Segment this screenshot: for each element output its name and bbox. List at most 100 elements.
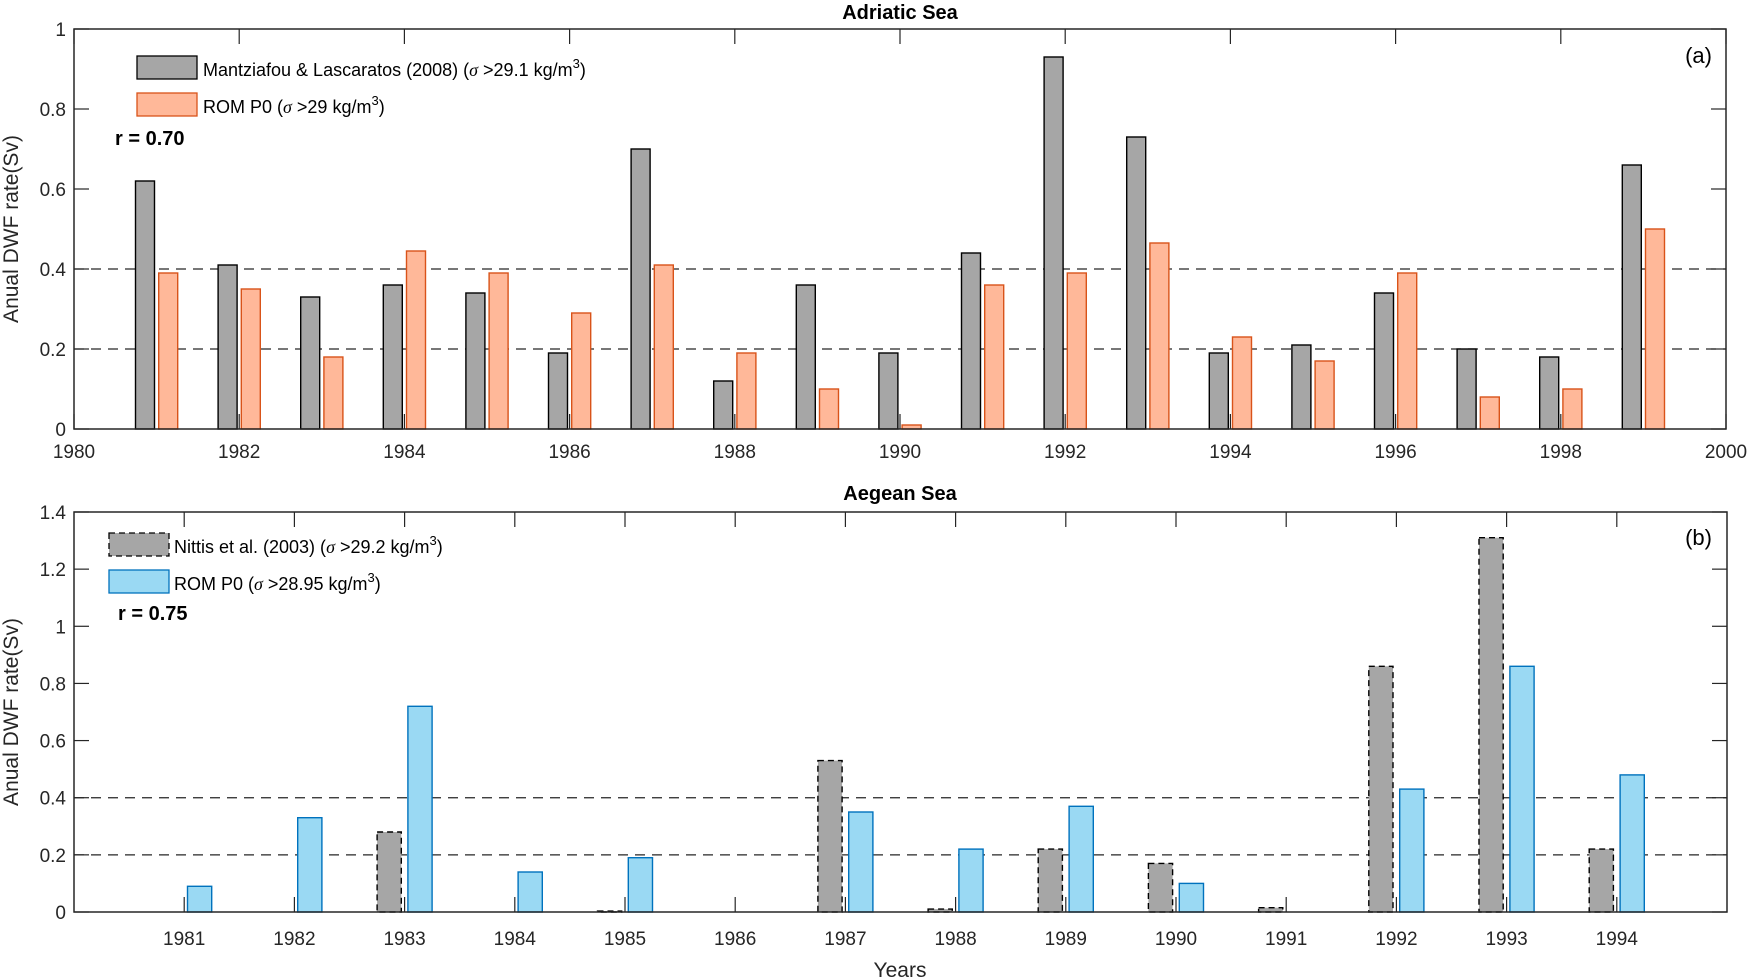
bar-model-1992 [1066,272,1088,430]
legend: Mantziafou & Lascaratos (2008) (σ >29.1 … [136,55,586,117]
bar-observed-1985 [465,292,486,430]
axes-box [73,28,1727,430]
bar-observed-1992 [1043,56,1064,430]
legend-sigma: σ [254,574,264,594]
bar-model-1989 [818,388,840,430]
legend-label-main: Nittis et al. (2003) ( [174,537,326,557]
x-tick-label: 1987 [824,929,866,950]
bar-model-1985 [488,272,509,430]
bar-observed-1995 [1291,344,1312,430]
y-tick-label: 0.6 [40,180,66,201]
x-tick-label: 1990 [879,442,921,463]
x-tick-label: 1996 [1374,442,1416,463]
y-axis-label: Anual DWF rate(Sv) [0,135,23,323]
x-tick-label: 1992 [1044,442,1086,463]
x-tick-label: 1981 [163,929,205,950]
x-tick-label: 1986 [714,929,756,950]
legend-swatch [136,92,198,117]
x-tick-label: 1984 [383,442,426,463]
x-tick-label: 1990 [1155,929,1197,950]
y-tick-label: 0.6 [40,732,66,753]
x-tick-label: 1984 [494,929,537,950]
bar-model-1991 [984,284,1005,430]
legend-superscript: 3 [367,570,374,585]
bar-observed-1999 [1621,164,1643,430]
legend-swatch [108,532,170,557]
bar-observed-1987 [817,759,843,913]
bar-observed-1983 [376,831,403,913]
bar-model-1994 [1231,336,1253,430]
axes [73,511,1728,913]
legend-item: Nittis et al. (2003) (σ >29.2 kg/m3) [108,532,443,557]
legend-sigma: σ [326,537,336,557]
legend-label: ROM P0 (σ >29 kg/m3) [203,93,385,117]
bar-model-1988 [736,352,757,430]
bar-observed-1994 [1588,848,1615,913]
bar-model-1999 [1644,228,1666,430]
legend-label-main: ROM P0 ( [174,574,254,594]
y-tick-labels: 0 0.2 0.4 0.6 0.8 1 [40,20,67,441]
bar-observed-1982 [217,264,238,430]
x-tick-label: 1992 [1375,929,1417,950]
legend-label-rest: >29.1 kg/m [478,60,573,80]
x-tick-label: 1986 [548,442,590,463]
bar-model-1998 [1562,388,1583,430]
bar-model-1986 [571,312,592,430]
y-tick-label: 1.2 [40,560,66,581]
x-tick-label: 1988 [934,929,976,950]
bar-model-1981 [186,885,213,913]
x-tick-label: 1985 [604,929,646,950]
x-tick-label: 1982 [273,929,315,950]
y-tick-label: 0.8 [40,100,66,121]
legend-label: ROM P0 (σ >28.95 kg/m3) [174,570,381,594]
bar-observed-1996 [1373,292,1395,430]
legend-label-end: ) [437,537,443,557]
bar-observed-1991 [960,252,982,430]
reference-lines [74,268,1726,350]
bar-observed-1993 [1478,537,1504,913]
legend-item: ROM P0 (σ >28.95 kg/m3) [108,569,381,594]
panel-aegean: Aegean Sea 0 0.2 0.4 0.6 0.8 1 1.2 1.4 1981 1982… [0,483,1728,980]
legend: Nittis et al. (2003) (σ >29.2 kg/m3) ROM… [108,532,443,594]
bar-observed-1989 [1037,848,1064,913]
bar-observed-1983 [300,296,321,430]
bar-model-1981 [157,272,179,430]
x-tick-label: 1993 [1485,929,1527,950]
bar-model-1994 [1619,774,1645,913]
x-tick-label: 2000 [1705,442,1747,463]
bar-model-1982 [297,817,323,913]
bar-model-1996 [1396,272,1418,430]
bar-observed-1984 [382,284,403,430]
bar-observed-1990 [878,352,899,430]
bar-model-1984 [405,250,427,430]
axes [73,28,1727,430]
y-axis-label: Anual DWF rate(Sv) [0,618,23,806]
x-tick-label: 1982 [218,442,260,463]
bar-observed-1987 [630,148,651,430]
legend-sigma: σ [283,97,293,117]
bar-observed-1997 [1456,348,1477,430]
legend-item: ROM P0 (σ >29 kg/m3) [136,92,385,117]
legend-label-end: ) [379,97,385,117]
legend-label-main: ROM P0 ( [203,97,283,117]
y-tick-label: 1 [55,20,66,41]
axes-box [73,511,1728,913]
correlation-annotation: r = 0.75 [118,603,188,625]
bar-observed-1988 [927,908,953,913]
bar-model-1982 [240,288,262,430]
x-tick-label: 1991 [1265,929,1307,950]
bars [186,537,1645,913]
y-tick-label: 0 [55,420,66,441]
x-tick-label: 1980 [53,442,95,463]
bar-model-1997 [1479,396,1501,430]
x-tick-label: 1994 [1596,929,1639,950]
y-tick-label: 1 [55,617,66,638]
legend-superscript: 3 [573,56,580,71]
bar-model-1995 [1314,360,1335,430]
legend-label: Mantziafou & Lascaratos (2008) (σ >29.1 … [203,56,586,80]
y-tick-label: 0.2 [40,340,66,361]
bars [134,56,1666,430]
legend-label-end: ) [580,60,586,80]
bar-model-1992 [1398,788,1425,913]
bar-model-1987 [848,811,874,913]
